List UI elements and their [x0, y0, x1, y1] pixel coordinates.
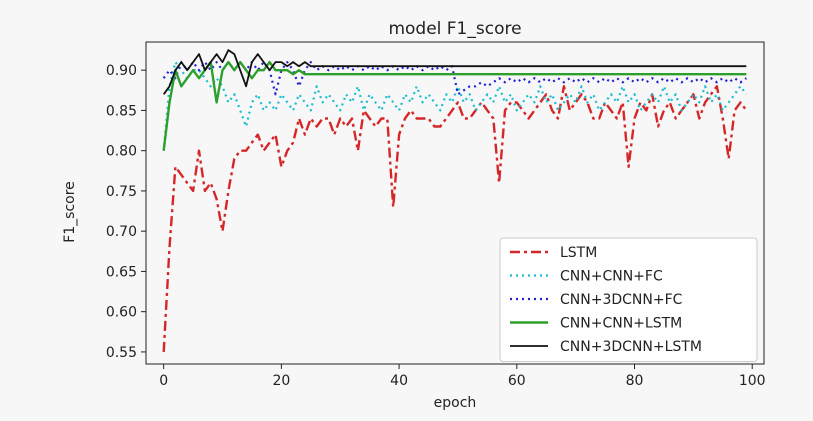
chart-title: model F1_score	[388, 19, 521, 39]
plot-area: 0 20 40 60 80 100 0.55 0.60 0.65 0.70 0.75 0.80 0.85…	[106, 41, 766, 389]
x-tick-label: 40	[390, 373, 408, 389]
x-tick-label: 100	[739, 373, 766, 389]
legend: LSTM CNN+CNN+FC CNN+3DCNN+FC CNN+CNN+LSTM CN…	[499, 237, 758, 362]
x-tick-label: 0	[159, 373, 168, 389]
y-tick-label: 0.65	[106, 264, 137, 280]
y-tick-label: 0.90	[106, 63, 137, 79]
x-tick-label: 20	[272, 373, 290, 389]
y-tick-label: 0.70	[106, 224, 137, 240]
series-line-cnn-cnn-lstm	[162, 60, 747, 151]
legend-label: CNN+CNN+FC	[560, 269, 663, 285]
y-tick-label: 0.80	[106, 144, 137, 160]
legend-label: CNN+CNN+LSTM	[560, 316, 682, 332]
legend-box	[499, 237, 758, 362]
x-axis-label: epoch	[434, 395, 477, 411]
y-tick-label: 0.60	[106, 305, 137, 321]
y-tick-label: 0.75	[106, 184, 137, 200]
legend-label: CNN+3DCNN+FC	[560, 292, 683, 308]
series-line-cnn-3dcnn-lstm	[162, 49, 747, 95]
series-line-lstm	[162, 85, 748, 352]
legend-label: CNN+3DCNN+LSTM	[560, 339, 702, 355]
x-tick-label: 80	[626, 373, 644, 389]
y-tick-label: 0.85	[106, 103, 137, 119]
x-tick-label: 60	[508, 373, 526, 389]
legend-label: LSTM	[560, 245, 597, 261]
series-group	[162, 49, 748, 352]
series-line-cnn-cnn-fc	[162, 60, 748, 151]
y-tick-label: 0.55	[106, 345, 137, 361]
y-axis-label: F1_score	[62, 181, 78, 243]
